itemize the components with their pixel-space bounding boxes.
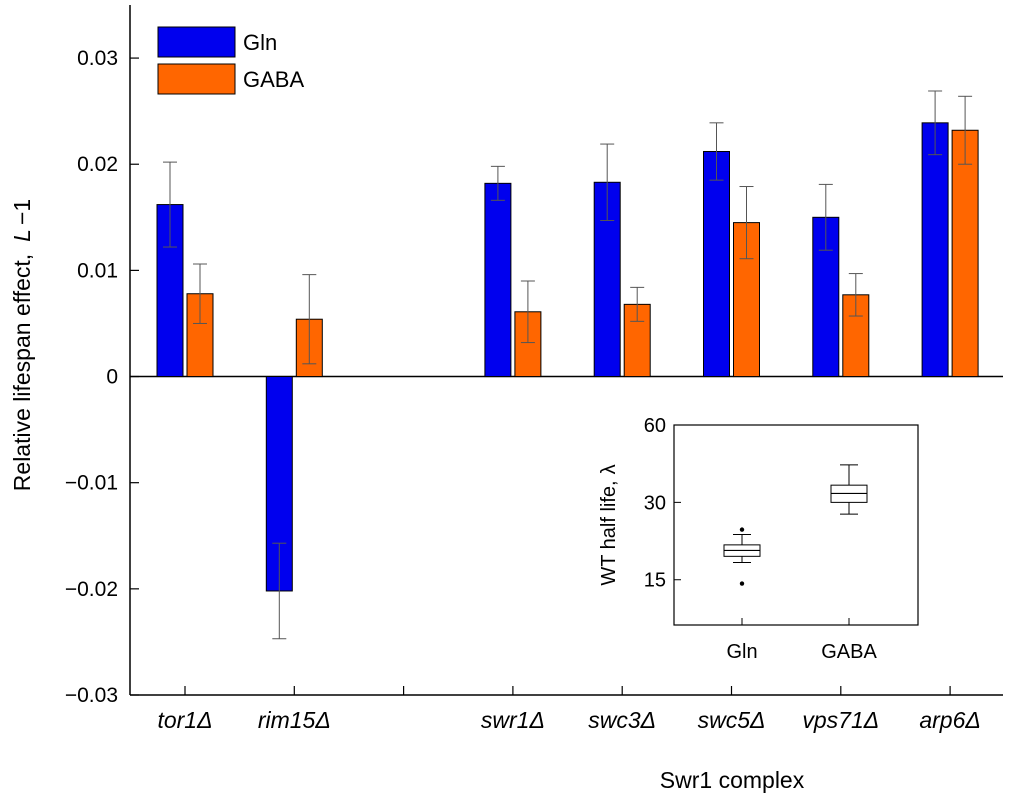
bar-gaba-6 — [951, 129, 979, 378]
y-tick-label: −0.03 — [65, 684, 118, 707]
legend-swatch-gln — [157, 26, 236, 58]
category-label: swr1Δ — [481, 707, 545, 733]
category-label: tor1Δ — [157, 707, 212, 733]
inset-frame — [673, 424, 919, 626]
inset-x-tick-label: GABA — [821, 641, 877, 663]
inset-x-tick-label: Gln — [726, 641, 757, 663]
legend-label-gaba: GABA — [243, 67, 304, 92]
inset-y-tick-label: 15 — [644, 570, 666, 592]
bar-gln-2 — [484, 182, 512, 378]
inset-y-tick-label: 30 — [644, 492, 666, 514]
inset-y-axis-title: WT half life, λ — [598, 464, 620, 585]
inset-y-axis-title-symbol: λ — [598, 464, 620, 474]
box-outlier — [739, 527, 745, 532]
y-axis-title-symbol: L — [9, 229, 35, 242]
category-label: arp6Δ — [919, 707, 980, 733]
bar-gln-4 — [703, 150, 730, 378]
bar-gln-6 — [921, 122, 949, 378]
box-outlier — [739, 581, 745, 586]
x-axis-title: Swr1 complex — [660, 767, 805, 793]
y-tick-label: 0 — [106, 366, 118, 389]
category-label: swc3Δ — [588, 707, 656, 733]
y-axis-title: Relative lifespan effect, L −1 — [9, 199, 35, 491]
y-tick-label: 0.03 — [77, 47, 118, 70]
y-tick-label: 0.02 — [77, 153, 118, 176]
inset-y-axis-title-text: WT half life, — [598, 480, 620, 585]
legend-label-gln: Gln — [243, 30, 277, 55]
y-tick-label: −0.02 — [65, 578, 118, 601]
y-tick-label: 0.01 — [77, 259, 118, 282]
y-axis-title-text: Relative lifespan effect, — [9, 254, 35, 491]
y-axis-title-suffix: −1 — [9, 199, 35, 225]
category-label: vps71Δ — [802, 707, 879, 733]
inset-y-tick-label: 60 — [644, 415, 666, 437]
category-label: swc5Δ — [698, 707, 766, 733]
category-label: rim15Δ — [258, 707, 331, 733]
y-tick-label: −0.01 — [65, 472, 118, 495]
legend-swatch-gaba — [157, 63, 236, 95]
